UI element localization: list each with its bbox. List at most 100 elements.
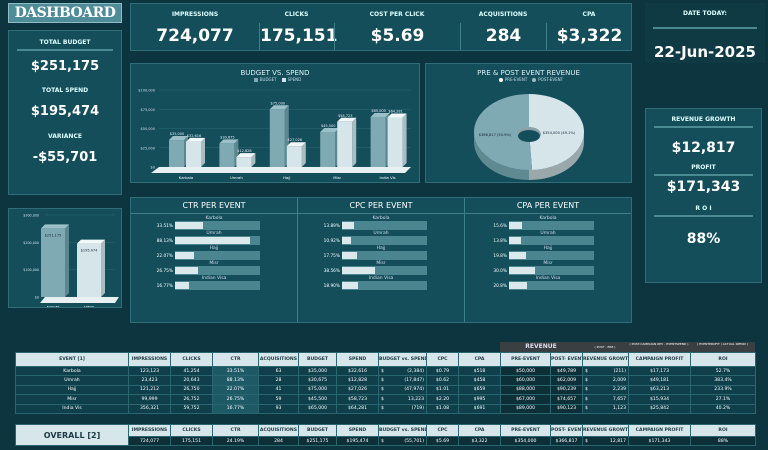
bar-track bbox=[342, 236, 427, 245]
bar-track bbox=[175, 251, 260, 260]
cell-value: $195,474 bbox=[346, 438, 369, 444]
bar-spend bbox=[337, 121, 353, 167]
cell-value: (211) bbox=[613, 368, 626, 374]
kpi-clicks: CLICKS 175,151 bbox=[259, 4, 337, 52]
cell-value: $27,026 bbox=[348, 387, 367, 393]
cell-value: India Vis bbox=[62, 406, 82, 412]
bar-value-label: 22.07% bbox=[156, 254, 173, 259]
kpi-label: ACQUISITIONS bbox=[478, 11, 528, 18]
bar-budget bbox=[370, 116, 386, 167]
bar-category: Umrah bbox=[206, 231, 222, 236]
bar-category: Misr bbox=[376, 261, 386, 266]
legend-budget: BUDGET bbox=[259, 77, 277, 82]
table-cell: $3,322 bbox=[458, 435, 501, 447]
currency-symbol: $ bbox=[585, 396, 588, 402]
cell-value: $995 bbox=[473, 396, 486, 402]
bar-value-label: 10.92% bbox=[323, 239, 340, 244]
cell-value: (2,384) bbox=[407, 368, 424, 374]
table-cell: 16.77% bbox=[212, 403, 259, 414]
table-cell: $15,934 bbox=[628, 394, 691, 405]
table-cell: 93 bbox=[258, 403, 299, 414]
bar-side bbox=[65, 224, 69, 297]
column-header: SPEND bbox=[336, 424, 379, 437]
currency-symbol: $ bbox=[381, 368, 384, 374]
ctr-per-event: CTR PER EVENT Karbola 33.51% Umrah 88.13% Haj… bbox=[131, 198, 298, 322]
cell-value: 24.19% bbox=[226, 438, 245, 444]
bar-spend bbox=[186, 141, 201, 167]
bar-fill bbox=[175, 222, 204, 229]
cell-value: $88,000 bbox=[516, 387, 535, 393]
bar-value-label: 13.89% bbox=[323, 224, 340, 229]
table-cell: 40.2% bbox=[690, 403, 756, 414]
bar-spend bbox=[387, 117, 403, 167]
data-label: $64,281 bbox=[388, 110, 402, 114]
bar-top bbox=[337, 117, 357, 122]
pie-hole bbox=[518, 130, 540, 142]
y-tick-label: $25,000 bbox=[141, 146, 155, 150]
table-cell: 63 bbox=[258, 365, 299, 377]
table-cell: $75,000 bbox=[298, 384, 337, 396]
kpi-value: $5.69 bbox=[334, 23, 460, 50]
table-cell: $90,239 bbox=[550, 384, 583, 396]
cell-value: 16.77% bbox=[226, 406, 245, 412]
date-label: DATE TODAY: bbox=[683, 10, 727, 17]
cell-value: $67,000 bbox=[516, 396, 535, 402]
bar-fill bbox=[175, 282, 190, 289]
data-label: $75,000 bbox=[271, 101, 285, 105]
bar-value-label: 19.8% bbox=[493, 254, 507, 259]
table-cell: Karbola bbox=[15, 365, 129, 377]
table-cell: $0.62 bbox=[426, 375, 459, 386]
bar-budget bbox=[269, 109, 285, 167]
table-cell: $ (47,974) bbox=[378, 384, 427, 396]
table-cell: $74,657 bbox=[550, 394, 583, 405]
cell-value: 27.1% bbox=[715, 396, 731, 402]
cell-value: $74,657 bbox=[557, 396, 576, 402]
cell-value: 233.9% bbox=[714, 387, 732, 393]
table-cell: $195,474 bbox=[336, 435, 379, 447]
table-cell: $2,239 bbox=[582, 384, 629, 396]
bar-category: Misr bbox=[543, 261, 553, 266]
cell-value: $89,000 bbox=[516, 406, 535, 412]
kpi-value: $3,322 bbox=[546, 23, 632, 50]
kpi-value: 284 bbox=[460, 23, 546, 50]
table-cell: 121,212 bbox=[128, 384, 171, 396]
floor bbox=[40, 297, 119, 303]
dashboard-title: DASHBOARD bbox=[8, 3, 122, 23]
table-cell: $88,000 bbox=[500, 384, 551, 396]
table-cell: $5.69 bbox=[426, 435, 459, 447]
bar-value-label: 17.75% bbox=[323, 254, 340, 259]
table-cell: $458 bbox=[458, 375, 501, 386]
table-cell: $25,842 bbox=[628, 403, 691, 414]
bar-fill bbox=[342, 222, 354, 229]
column-header: ACQUISITIONS bbox=[258, 352, 299, 367]
x-tick-label: Misr bbox=[333, 175, 341, 180]
cell-value: $30,675 bbox=[308, 378, 327, 384]
bar-category: Misr bbox=[209, 261, 219, 266]
bar-spend bbox=[77, 243, 101, 297]
per-event-panel: CTR PER EVENT Karbola 33.51% Umrah 88.13% Haj… bbox=[130, 197, 632, 323]
column-header: IMPRESSIONS bbox=[128, 424, 171, 437]
y-tick-label: $200,000 bbox=[23, 241, 39, 245]
column-header: BUDGET bbox=[298, 424, 337, 437]
cell-value: 41,254 bbox=[183, 368, 200, 374]
pie-side-post bbox=[474, 132, 529, 180]
cell-value: 13,223 bbox=[407, 396, 424, 402]
table-cell: 88% bbox=[690, 435, 756, 447]
column-header: REVENUE GROWTH bbox=[582, 424, 629, 437]
y-tick-label: $100,000 bbox=[138, 89, 155, 93]
table-cell: $50,000 bbox=[500, 365, 551, 377]
y-tick-label: $100,000 bbox=[23, 268, 39, 272]
bar-side bbox=[251, 153, 256, 167]
table-cell: 724,077 bbox=[128, 435, 171, 447]
y-tick-label: $0 bbox=[35, 296, 39, 300]
column-header: EVENT [1] bbox=[15, 352, 129, 367]
bar-fill bbox=[509, 222, 523, 229]
bar-fill bbox=[175, 252, 194, 259]
bar-top bbox=[286, 142, 306, 147]
total-budget-value: $251,175 bbox=[30, 59, 100, 74]
legend-spend: SPEND bbox=[287, 77, 302, 82]
cell-value: 99,999 bbox=[141, 396, 158, 402]
kpi-cost-per-click: COST PER CLICK $5.69 bbox=[334, 4, 460, 52]
cell-value: $354,000 bbox=[514, 438, 537, 444]
cell-value: 26.75% bbox=[226, 396, 245, 402]
